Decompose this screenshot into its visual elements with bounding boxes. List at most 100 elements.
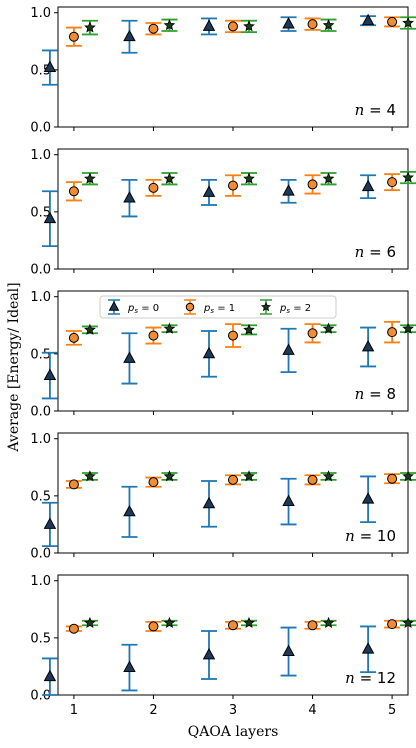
- y-tick-label: 0.0: [30, 405, 51, 420]
- data-point: [243, 172, 255, 184]
- data-point: [361, 492, 375, 504]
- x-tick-label: 2: [149, 703, 157, 718]
- data-point: [163, 322, 176, 334]
- data-point: [148, 621, 159, 632]
- data-point: [282, 343, 295, 355]
- data-point: [68, 31, 79, 42]
- data-point: [307, 328, 318, 339]
- panel-annotation: n = 4: [355, 101, 396, 119]
- y-tick-label: 1.0: [30, 432, 51, 447]
- series-0: [41, 174, 377, 248]
- data-point: [402, 470, 414, 482]
- data-point: [243, 20, 255, 32]
- panel-annotation: n = 6: [355, 243, 396, 261]
- series-0: [41, 326, 377, 400]
- data-point: [387, 327, 398, 338]
- y-tick-label: 0.5: [30, 63, 51, 78]
- data-point: [243, 616, 255, 628]
- y-tick-label: 0.0: [30, 263, 51, 278]
- data-point: [202, 19, 216, 31]
- y-tick-label: 0.0: [30, 121, 51, 136]
- y-tick-label: 1.0: [30, 148, 51, 163]
- data-point: [163, 172, 176, 184]
- series-2: [81, 470, 416, 482]
- panel-4: 0.0 0.5 1.0 n = 10: [30, 432, 416, 562]
- data-point: [228, 21, 238, 32]
- data-point: [148, 23, 159, 34]
- data-point: [307, 474, 318, 485]
- data-point: [84, 323, 96, 335]
- panel-annotation: n = 12: [345, 669, 396, 687]
- data-point: [43, 368, 57, 380]
- data-point: [43, 211, 57, 224]
- data-point: [402, 171, 414, 183]
- data-point: [307, 19, 318, 30]
- y-tick-label: 1.0: [30, 574, 51, 589]
- legend-entry: ps = 0: [108, 299, 159, 315]
- data-point: [163, 19, 176, 31]
- data-point: [387, 177, 398, 188]
- legend-box: [99, 295, 337, 319]
- data-point: [68, 479, 79, 490]
- data-point: [228, 474, 238, 485]
- data-point: [84, 616, 96, 628]
- data-point: [322, 322, 335, 334]
- panel-annotation: n = 10: [345, 527, 396, 545]
- data-point: [84, 21, 96, 33]
- y-tick-label: 1.0: [30, 290, 51, 305]
- x-tick-label: 4: [308, 703, 316, 718]
- data-point: [163, 470, 176, 482]
- data-point: [202, 185, 216, 197]
- data-point: [123, 660, 136, 672]
- legend-label: ps = 1: [203, 303, 235, 315]
- data-point: [361, 13, 375, 26]
- x-tick-label: 3: [229, 703, 237, 718]
- data-point: [202, 346, 216, 359]
- y-tick-label: 0.0: [30, 689, 51, 704]
- data-point: [361, 179, 375, 192]
- legend-entry: ps = 2: [260, 299, 311, 315]
- data-point: [163, 616, 176, 628]
- series-1: [65, 473, 401, 490]
- data-point: [322, 172, 335, 184]
- legend-label: ps = 2: [279, 303, 311, 315]
- data-point: [243, 470, 255, 482]
- data-point: [307, 620, 318, 631]
- legend-entry: ps = 1: [184, 299, 235, 315]
- series-1: [65, 619, 401, 634]
- series-0: [41, 475, 377, 548]
- data-point: [43, 60, 57, 72]
- data-point: [228, 620, 238, 631]
- data-point: [228, 180, 238, 191]
- series-1: [65, 173, 401, 202]
- series-2: [81, 16, 416, 36]
- y-tick-label: 1.0: [30, 6, 51, 21]
- data-point: [68, 186, 79, 197]
- x-tick-label: 1: [70, 703, 78, 718]
- y-axis-title: Average [Energy/ Ideal]: [6, 282, 22, 452]
- panel-2: 0.0 0.5 1.0 n = 6: [30, 148, 416, 278]
- y-tick-label: 0.5: [30, 489, 51, 504]
- data-point: [148, 477, 159, 488]
- data-point: [84, 470, 96, 482]
- data-point: [148, 330, 159, 341]
- legend-label: ps = 0: [127, 303, 159, 315]
- x-tick-label: 5: [388, 703, 396, 718]
- data-point: [123, 191, 136, 203]
- legend-marker: [185, 302, 195, 312]
- data-point: [43, 517, 57, 529]
- data-point: [402, 16, 414, 28]
- panel-5: 0.0 0.5 1.0 1 2 3 4 5 n = 12: [30, 574, 416, 718]
- data-point: [282, 494, 295, 506]
- panel-1: 0.0 0.5 1.0 n = 4: [30, 6, 416, 136]
- data-point: [202, 496, 216, 509]
- series-2: [81, 170, 416, 186]
- y-tick-label: 0.5: [30, 205, 51, 220]
- series-2: [81, 616, 416, 628]
- data-point: [43, 669, 57, 682]
- data-point: [322, 19, 335, 31]
- series-1: [65, 16, 401, 47]
- data-point: [282, 17, 295, 29]
- data-point: [402, 616, 414, 628]
